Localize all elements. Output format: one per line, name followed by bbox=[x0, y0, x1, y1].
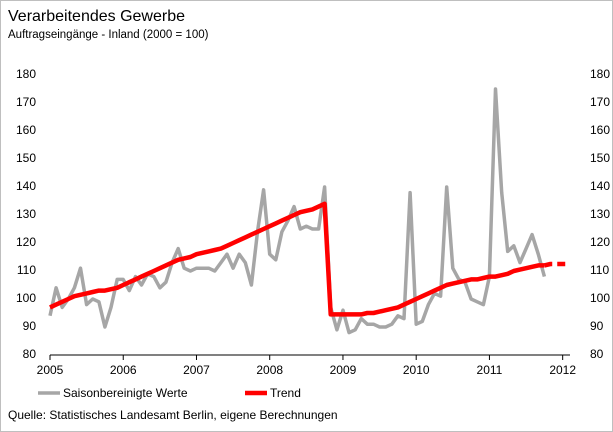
source: Quelle: Statistisches Landesamt Berlin, … bbox=[8, 408, 338, 422]
x-tick-label: 2007 bbox=[183, 363, 210, 377]
chart-title: Verarbeitendes Gewerbe bbox=[8, 8, 185, 25]
y2-tick-label: 130 bbox=[590, 207, 610, 221]
y-tick-label: 160 bbox=[16, 123, 36, 137]
y2-tick-label: 180 bbox=[590, 67, 610, 81]
y2-tick-label: 90 bbox=[590, 319, 604, 333]
y2-tick-label: 150 bbox=[590, 151, 610, 165]
y2-tick-label: 80 bbox=[590, 347, 604, 361]
x-tick-label: 2012 bbox=[549, 363, 576, 377]
chart-subtitle: Auftragseingänge - Inland (2000 = 100) bbox=[8, 29, 209, 41]
y2-tick-label: 160 bbox=[590, 123, 610, 137]
y-tick-label: 110 bbox=[17, 263, 36, 277]
x-tick-label: 2009 bbox=[330, 363, 357, 377]
legend-label: Trend bbox=[270, 386, 301, 400]
legend-label: Saisonbereinigte Werte bbox=[63, 386, 188, 400]
x-tick-label: 2008 bbox=[256, 363, 283, 377]
y-tick-label: 120 bbox=[16, 235, 36, 249]
y-tick-label: 140 bbox=[16, 179, 36, 193]
y2-tick-label: 170 bbox=[590, 95, 610, 109]
y2-tick-label: 100 bbox=[590, 291, 610, 305]
x-tick-label: 2011 bbox=[477, 363, 503, 377]
x-tick-label: 2005 bbox=[37, 363, 64, 377]
y2-tick-label: 140 bbox=[590, 179, 610, 193]
y-tick-label: 100 bbox=[16, 291, 36, 305]
y2-tick-label: 120 bbox=[590, 235, 610, 249]
y-tick-label: 80 bbox=[23, 347, 37, 361]
x-tick-label: 2006 bbox=[110, 363, 137, 377]
y2-tick-label: 110 bbox=[590, 263, 609, 277]
y-tick-label: 180 bbox=[16, 67, 36, 81]
line-series bbox=[543, 261, 569, 268]
y-tick-label: 130 bbox=[16, 207, 36, 221]
y-tick-label: 90 bbox=[23, 319, 37, 333]
x-tick-label: 2010 bbox=[403, 363, 430, 377]
y-tick-label: 150 bbox=[16, 151, 36, 165]
line-series bbox=[49, 201, 545, 317]
y-tick-label: 170 bbox=[16, 95, 36, 109]
